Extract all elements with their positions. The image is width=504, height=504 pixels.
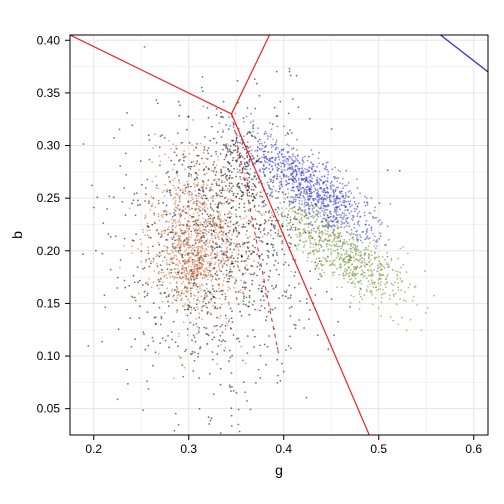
svg-text:0.3: 0.3 (180, 442, 197, 456)
svg-text:0.5: 0.5 (370, 442, 387, 456)
svg-text:0.4: 0.4 (275, 442, 292, 456)
x-axis-label: g (275, 462, 283, 478)
svg-text:0.10: 0.10 (37, 349, 61, 363)
svg-text:0.30: 0.30 (37, 139, 61, 153)
svg-text:0.15: 0.15 (37, 296, 61, 310)
chart-svg: 0.2 0.3 0.4 0.5 0.6 0.05 0.10 0.15 0.20 0.25 0.30 0… (0, 0, 504, 504)
svg-text:0.35: 0.35 (37, 86, 61, 100)
y-axis-label: b (9, 231, 25, 239)
svg-text:0.40: 0.40 (37, 33, 61, 47)
svg-text:0.25: 0.25 (37, 191, 61, 205)
svg-text:0.20: 0.20 (37, 244, 61, 258)
svg-text:0.2: 0.2 (85, 442, 102, 456)
scatter-chart: 0.2 0.3 0.4 0.5 0.6 0.05 0.10 0.15 0.20 0.25 0.30 0… (0, 0, 504, 504)
svg-text:0.05: 0.05 (37, 402, 61, 416)
svg-text:0.6: 0.6 (465, 442, 482, 456)
